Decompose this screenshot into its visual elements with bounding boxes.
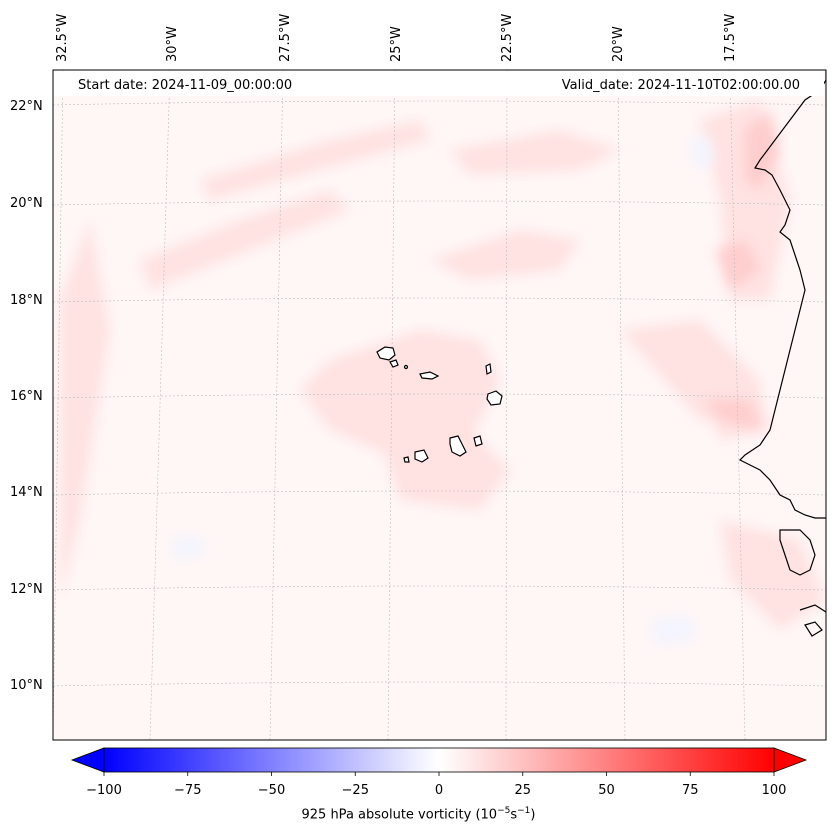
colorbar-tick-label: −50: [258, 783, 285, 798]
map-frame: [52, 69, 827, 741]
colorbar-label-mid: s: [510, 807, 518, 823]
valid-date: Valid_date: 2024-11-10T02:00:00.00: [561, 78, 800, 93]
vorticity-field: [53, 70, 826, 740]
lat-label: 14°N: [10, 485, 43, 500]
colorbar-exp-a: −5: [497, 806, 511, 816]
colorbar-tick-label: 50: [598, 783, 615, 798]
colorbar-tick-label: 25: [514, 783, 531, 798]
colorbar-tick-label: −100: [86, 783, 122, 798]
colorbar-tick-label: 100: [762, 783, 787, 798]
cape-verde-islands: [376, 346, 503, 463]
colorbar-exp-b: −1: [517, 806, 531, 816]
colorbar-max-extend: [773, 747, 808, 773]
colorbar-label: 925 hPa absolute vorticity (10−5s−1): [0, 806, 837, 822]
colorbar-min-extend: [70, 747, 105, 773]
lon-label: 22.5°W: [500, 14, 515, 62]
lon-label: 25°W: [389, 26, 404, 62]
africa-coastline: [738, 70, 826, 637]
colorbar-tick-label: 0: [435, 783, 443, 798]
lat-label: 22°N: [10, 99, 43, 114]
colorbar: −100 −75 −50 −25 0 25 50 75 100: [70, 747, 808, 798]
colorbar-label-suffix: ): [530, 807, 536, 823]
lon-label: 32.5°W: [55, 14, 70, 62]
colorbar-tick-label: −75: [174, 783, 201, 798]
colorbar-tick-label: −25: [342, 783, 369, 798]
lat-label: 16°N: [10, 389, 43, 404]
colorbar-tick-label: 75: [682, 783, 699, 798]
longitude-labels: 32.5°W 30°W 27.5°W 25°W 22.5°W 20°W 17.5…: [55, 14, 738, 62]
start-date: Start date: 2024-11-09_00:00:00: [78, 78, 293, 93]
lat-label: 10°N: [10, 678, 43, 693]
colorbar-body: [103, 747, 775, 773]
latitude-labels: 22°N 20°N 18°N 16°N 14°N 12°N 10°N: [10, 99, 43, 693]
lon-label: 20°W: [611, 26, 626, 62]
lon-label: 17.5°W: [723, 14, 738, 62]
header-strip: [54, 71, 824, 96]
lon-label: 27.5°W: [278, 14, 293, 62]
lat-label: 20°N: [10, 196, 43, 211]
lon-label: 30°W: [165, 26, 180, 62]
colorbar-label-prefix: 925 hPa absolute vorticity (10: [301, 807, 498, 823]
lat-label: 18°N: [10, 293, 43, 308]
lat-label: 12°N: [10, 582, 43, 597]
